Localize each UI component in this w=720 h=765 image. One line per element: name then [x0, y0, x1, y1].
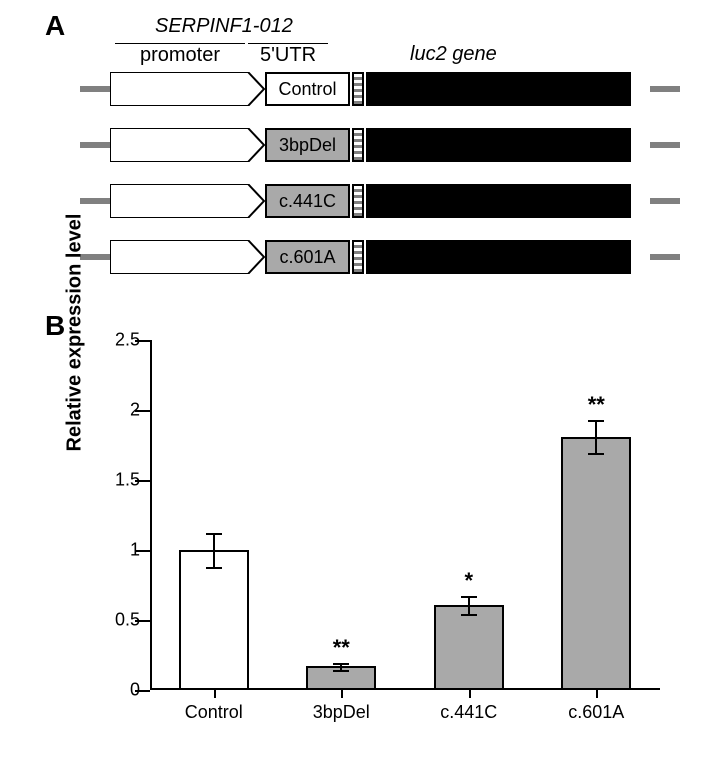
error-bar-cap [206, 533, 222, 535]
error-bar-cap [461, 614, 477, 616]
utr-header: 5'UTR [248, 43, 328, 67]
luc-header: luc2 gene [410, 43, 497, 66]
hatch-box [352, 240, 364, 274]
y-tick-label: 2 [110, 400, 140, 421]
error-bar-line [468, 596, 470, 614]
luc-box [366, 240, 631, 274]
connector-line [80, 142, 110, 148]
x-tick-label: Control [185, 702, 243, 723]
connector-line [650, 86, 680, 92]
promoter-box [110, 240, 265, 274]
connector-line [650, 198, 680, 204]
significance-marker: ** [588, 392, 605, 418]
utr-box: c.441C [265, 184, 350, 218]
y-tick-label: 2.5 [110, 330, 140, 351]
significance-marker: ** [333, 635, 350, 661]
panel-a-diagram: SERPINF1-012 promoter 5'UTR luc2 gene Co… [100, 15, 680, 294]
x-tick-label: c.601A [568, 702, 624, 723]
promoter-box [110, 72, 265, 106]
panel-b-chart: Relative expression level 00.511.522.5 C… [90, 330, 690, 750]
error-bar-cap [333, 670, 349, 672]
significance-marker: * [464, 568, 473, 594]
error-bar-line [213, 533, 215, 567]
x-tick [341, 690, 343, 698]
luc-box [366, 72, 631, 106]
construct-row: 3bpDel [100, 126, 680, 174]
connector-line [80, 86, 110, 92]
x-tick [469, 690, 471, 698]
x-tick [596, 690, 598, 698]
promoter-box [110, 128, 265, 162]
error-bar-cap [461, 596, 477, 598]
error-bar-cap [588, 420, 604, 422]
y-tick-label: 1 [110, 540, 140, 561]
x-tick-label: 3bpDel [313, 702, 370, 723]
construct-row: c.601A [100, 238, 680, 286]
error-bar-cap [588, 453, 604, 455]
y-tick-label: 0 [110, 680, 140, 701]
constructs-container: Control 3bpDel c.441C c.601A [100, 70, 680, 286]
panel-a-header: SERPINF1-012 promoter 5'UTR luc2 gene [100, 15, 680, 70]
connector-line [650, 142, 680, 148]
y-tick-label: 0.5 [110, 610, 140, 631]
utr-box: 3bpDel [265, 128, 350, 162]
construct-row: c.441C [100, 182, 680, 230]
connector-line [80, 198, 110, 204]
panel-a-label: A [45, 10, 65, 42]
panel-b-label: B [45, 310, 65, 342]
promoter-header: promoter [115, 43, 245, 67]
hatch-box [352, 72, 364, 106]
utr-box: c.601A [265, 240, 350, 274]
serpinf-title: SERPINF1-012 [155, 15, 293, 38]
utr-box: Control [265, 72, 350, 106]
bar [561, 437, 631, 690]
error-bar-cap [333, 663, 349, 665]
luc-box [366, 128, 631, 162]
error-bar-line [595, 420, 597, 454]
luc-box [366, 184, 631, 218]
y-axis-label: Relative expression level [64, 214, 87, 452]
hatch-box [352, 128, 364, 162]
bar [179, 550, 249, 690]
x-tick-label: c.441C [440, 702, 497, 723]
construct-row: Control [100, 70, 680, 118]
hatch-box [352, 184, 364, 218]
error-bar-cap [206, 567, 222, 569]
bar [434, 605, 504, 690]
x-tick [214, 690, 216, 698]
connector-line [650, 254, 680, 260]
promoter-box [110, 184, 265, 218]
y-tick-label: 1.5 [110, 470, 140, 491]
